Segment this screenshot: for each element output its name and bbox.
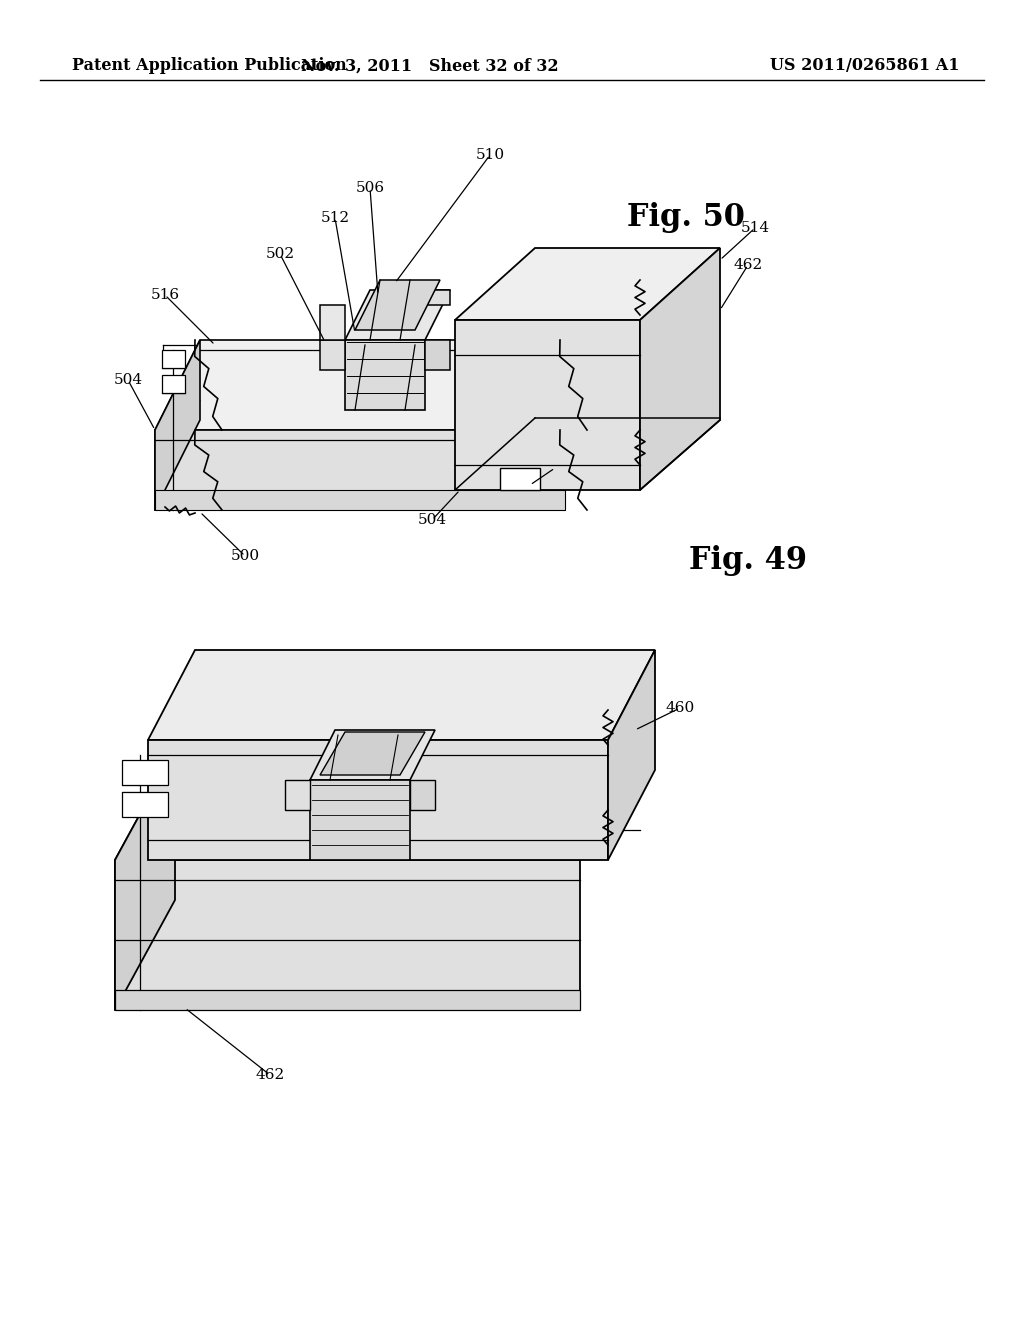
Polygon shape: [310, 730, 435, 780]
Text: Fig. 50: Fig. 50: [627, 202, 745, 234]
Polygon shape: [155, 430, 565, 510]
Text: 512: 512: [321, 211, 349, 224]
Text: US 2011/0265861 A1: US 2011/0265861 A1: [770, 58, 961, 74]
Text: 516: 516: [151, 288, 179, 302]
Polygon shape: [155, 341, 200, 510]
Polygon shape: [319, 305, 345, 341]
Text: 462: 462: [733, 257, 763, 272]
Polygon shape: [122, 760, 168, 785]
Text: 508: 508: [541, 461, 569, 475]
Polygon shape: [155, 490, 565, 510]
Polygon shape: [319, 341, 345, 370]
Text: 504: 504: [114, 374, 142, 387]
Text: 500: 500: [230, 549, 259, 564]
Polygon shape: [425, 341, 450, 370]
Polygon shape: [455, 248, 720, 319]
Polygon shape: [115, 750, 640, 861]
Polygon shape: [310, 780, 410, 861]
Polygon shape: [155, 341, 610, 430]
Text: 514: 514: [740, 220, 770, 235]
Text: Nov. 3, 2011   Sheet 32 of 32: Nov. 3, 2011 Sheet 32 of 32: [301, 58, 559, 74]
Polygon shape: [148, 741, 608, 861]
Polygon shape: [162, 375, 185, 393]
Polygon shape: [425, 290, 450, 305]
Text: 506: 506: [355, 181, 385, 195]
Text: 504: 504: [418, 513, 446, 527]
Polygon shape: [640, 248, 720, 490]
Text: 502: 502: [265, 247, 295, 261]
Polygon shape: [410, 780, 435, 810]
Polygon shape: [148, 649, 655, 741]
Polygon shape: [345, 341, 425, 411]
Polygon shape: [455, 319, 640, 490]
Polygon shape: [162, 350, 185, 368]
Text: 510: 510: [475, 148, 505, 162]
Polygon shape: [122, 792, 168, 817]
Polygon shape: [608, 649, 655, 861]
Polygon shape: [345, 290, 450, 341]
Polygon shape: [355, 280, 440, 330]
Text: Patent Application Publication: Patent Application Publication: [72, 58, 347, 74]
Polygon shape: [500, 469, 540, 490]
Text: 462: 462: [255, 1068, 285, 1082]
Polygon shape: [319, 733, 425, 775]
Polygon shape: [115, 750, 175, 1010]
Text: 460: 460: [666, 701, 694, 715]
Text: Fig. 49: Fig. 49: [688, 545, 807, 577]
Polygon shape: [115, 990, 580, 1010]
Polygon shape: [285, 780, 310, 810]
Polygon shape: [115, 861, 580, 1010]
